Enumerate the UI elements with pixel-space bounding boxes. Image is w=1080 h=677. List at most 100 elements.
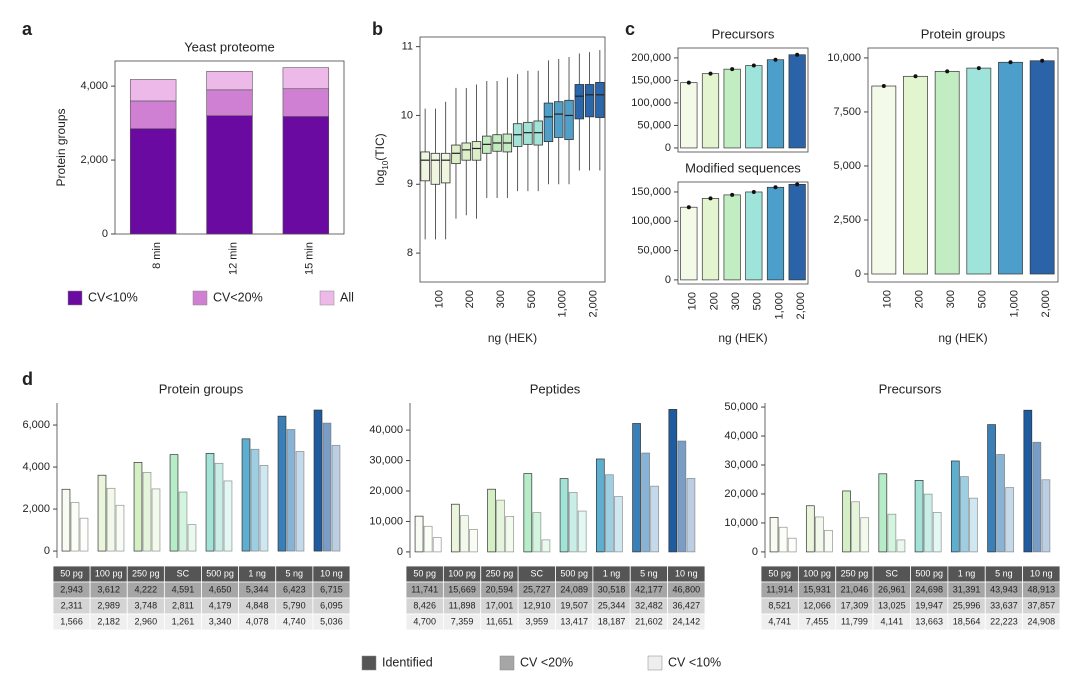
bar <box>914 480 924 553</box>
table-header-text: 250 pg <box>841 568 869 578</box>
table-cell <box>1022 613 1061 631</box>
bar <box>61 488 71 552</box>
table-cell-text: 6,095 <box>320 600 343 610</box>
x-tick-label: 2,000 <box>795 292 807 320</box>
legend-swatch <box>647 655 663 671</box>
bar <box>595 458 605 553</box>
table-header-text: 1 ng <box>958 568 976 578</box>
bar <box>97 474 107 552</box>
bar-segment <box>282 88 330 117</box>
y-tick-label: 10,000 <box>724 517 758 529</box>
bar <box>1041 479 1051 553</box>
bar <box>778 526 788 553</box>
table-cell-text: 4,078 <box>246 616 269 626</box>
x-tick-label: 2,000 <box>1040 290 1052 318</box>
table-cell-text: 4,179 <box>209 600 232 610</box>
bar <box>723 194 741 281</box>
y-tick-label: 2,000 <box>22 503 50 515</box>
bar <box>998 61 1023 275</box>
box <box>554 101 564 138</box>
y-axis-label-part: log <box>373 170 387 186</box>
bar <box>815 516 824 553</box>
table-header-text: SC <box>886 568 899 578</box>
bar <box>322 422 332 552</box>
x-axis-label: ng (HEK) <box>718 331 767 345</box>
table-cell-text: 42,177 <box>635 584 663 594</box>
bar <box>1005 487 1015 553</box>
bar-point <box>773 185 778 190</box>
bar <box>966 67 992 275</box>
legend-label: CV <10% <box>668 655 721 669</box>
bar <box>79 517 89 552</box>
table-header-text: SC <box>177 568 190 578</box>
table-cell-text: 1,261 <box>172 616 195 626</box>
bar <box>805 505 815 553</box>
bar <box>1029 60 1055 275</box>
bar <box>605 474 614 553</box>
box <box>584 84 595 118</box>
table-cell-text: 11,799 <box>841 616 868 626</box>
box <box>440 152 451 184</box>
y-tick-label: 20,000 <box>369 485 403 497</box>
panel-letter: b <box>372 19 383 39</box>
table-header-text: 500 pg <box>206 568 234 578</box>
bar <box>286 429 296 552</box>
table-cell-text: 12,910 <box>523 600 551 610</box>
bar <box>1032 441 1042 553</box>
y-tick-label: 2,000 <box>80 154 108 166</box>
bar <box>559 478 569 553</box>
table-cell-text: 4,650 <box>209 584 232 594</box>
bar <box>505 516 515 553</box>
table-cell-text: 36,427 <box>673 600 701 610</box>
bar <box>151 488 161 552</box>
bar <box>969 497 978 553</box>
y-tick-label: 0 <box>397 546 403 558</box>
bar <box>577 510 587 553</box>
x-tick-label: 100 <box>882 290 894 308</box>
table-header-text: 1 ng <box>603 568 621 578</box>
x-tick-label: 1,000 <box>1008 290 1020 318</box>
table-cell-text: 19,947 <box>915 600 943 610</box>
bar <box>423 525 433 553</box>
table-cell-text: 11,741 <box>411 584 438 594</box>
legend-label: CV<10% <box>88 290 138 304</box>
table-cell-text: 2,182 <box>97 616 120 626</box>
table-cell-text: 43,943 <box>990 584 1018 594</box>
table-cell-text: 2,311 <box>61 600 83 610</box>
box <box>461 142 471 161</box>
table-cell-text: 24,142 <box>673 616 701 626</box>
bar <box>987 424 996 553</box>
table-header-text: 50 pg <box>413 568 436 578</box>
legend-label: CV<20% <box>213 290 263 304</box>
table-cell-text: 37,857 <box>1028 600 1056 610</box>
x-tick-label: 200 <box>913 290 925 308</box>
table-cell-text: 11,651 <box>486 616 513 626</box>
bar <box>259 465 269 552</box>
y-tick-label: 0 <box>855 268 861 280</box>
box <box>574 84 585 120</box>
bar <box>950 460 960 553</box>
legend-swatch <box>67 290 83 306</box>
chart-title: Yeast proteome <box>184 39 275 54</box>
y-tick-label: 40,000 <box>369 424 403 436</box>
bar <box>414 515 424 553</box>
y-tick-label: 0 <box>102 228 108 240</box>
bar <box>745 65 763 149</box>
box <box>523 121 533 145</box>
bar <box>632 423 641 553</box>
bar-segment <box>282 116 330 235</box>
bar <box>223 480 233 552</box>
bar <box>745 191 763 281</box>
bar <box>960 476 969 553</box>
y-tick-label: 6,000 <box>22 419 50 431</box>
y-tick-label: 9 <box>407 178 413 190</box>
table-header-text: 10 ng <box>320 568 343 578</box>
legend-swatch <box>499 655 515 671</box>
y-tick-label: 40,000 <box>724 430 758 442</box>
y-tick-label: 0 <box>665 142 671 154</box>
chart-title: Precursors <box>712 26 775 41</box>
panel-letter: c <box>625 19 635 39</box>
bar <box>460 515 469 553</box>
bar <box>469 529 478 553</box>
bar-segment <box>206 71 253 91</box>
